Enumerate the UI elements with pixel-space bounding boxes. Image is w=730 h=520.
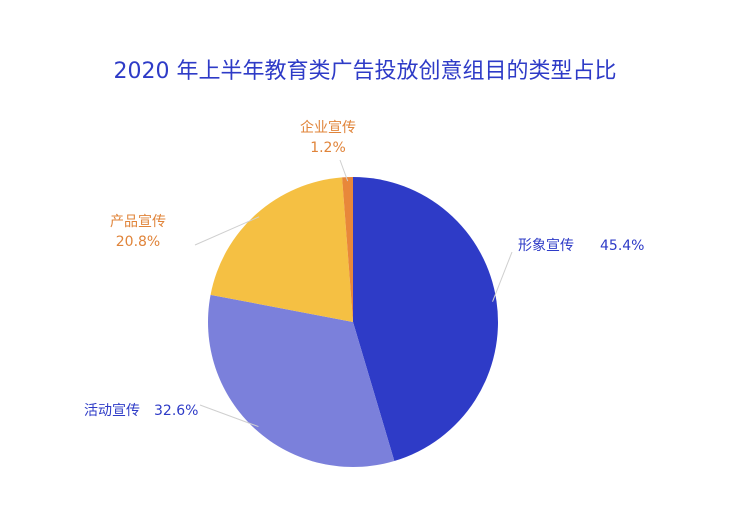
slice-label: 形象宣传 <box>518 238 574 254</box>
leader-line <box>492 251 513 302</box>
slice-value: 45.4% <box>600 238 644 254</box>
pie-slice <box>207 294 395 467</box>
leader-line <box>339 159 349 182</box>
slice-label: 产品宣传 <box>110 214 166 230</box>
pie-slice <box>210 177 353 322</box>
slice-label: 活动宣传 <box>84 403 140 419</box>
slice-value: 20.8% <box>116 234 160 250</box>
leader-line <box>194 216 260 246</box>
chart-title: 2020 年上半年教育类广告投放创意组目的类型占比 <box>114 59 617 84</box>
slice-label: 企业宣传 <box>300 119 356 136</box>
pie-slice <box>342 177 353 322</box>
slice-value: 32.6% <box>154 403 198 419</box>
leader-line <box>199 404 259 428</box>
slice-value: 1.2% <box>310 140 346 156</box>
pie-slice <box>353 177 499 461</box>
